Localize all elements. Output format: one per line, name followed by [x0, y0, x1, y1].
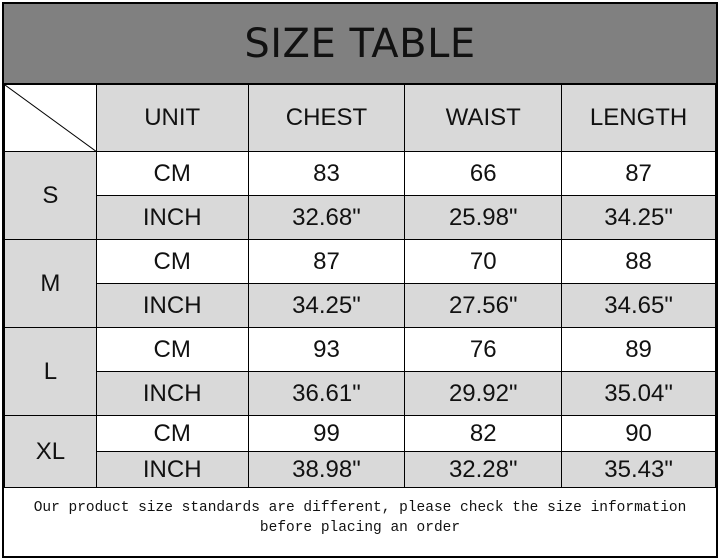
unit-cell: CM	[95, 415, 249, 452]
diagonal-line	[5, 85, 97, 152]
value-cell: 87	[247, 239, 406, 284]
unit-cell: CM	[95, 327, 249, 372]
value-cell: 36.61"	[247, 371, 406, 416]
value-cell: 87	[561, 151, 716, 196]
column-header: CHEST	[247, 84, 406, 152]
column-header: LENGTH	[561, 84, 716, 152]
value-cell: 32.68"	[247, 195, 406, 240]
table-row: S CM 83 66 87	[4, 151, 716, 240]
table-row: XL CM 99 82 90	[4, 415, 716, 488]
table-row: M CM 87 70 88	[4, 239, 716, 328]
value-cell: 34.25"	[247, 283, 406, 328]
value-cell: 83	[247, 151, 406, 196]
value-cell: 99	[247, 415, 406, 452]
size-note: Our product size standards are different…	[33, 500, 687, 536]
value-cell: 89	[561, 327, 716, 372]
value-cell: 34.65"	[561, 283, 716, 328]
value-cell: 82	[404, 415, 563, 452]
value-cell: 66	[404, 151, 563, 196]
value-cell: 38.98"	[247, 451, 406, 488]
size-table: UNIT CHEST WAIST LENGTH S CM 83 66 87 INCH 32.68" 2…	[4, 84, 716, 488]
value-cell: 76	[404, 327, 563, 372]
unit-cell: INCH	[95, 451, 249, 488]
table-row: INCH 38.98" 32.28" 35.43"	[5, 451, 716, 488]
value-cell: 93	[247, 327, 406, 372]
size-label: M	[4, 239, 97, 328]
unit-cell: INCH	[95, 195, 249, 240]
table-row: INCH 34.25" 27.56" 34.65"	[5, 283, 716, 328]
header-row: UNIT CHEST WAIST LENGTH	[4, 84, 716, 152]
value-cell: 35.04"	[561, 371, 716, 416]
table-row: INCH 32.68" 25.98" 34.25"	[5, 195, 716, 240]
unit-cell: CM	[95, 151, 249, 196]
size-label: XL	[4, 415, 97, 488]
unit-cell: INCH	[95, 371, 249, 416]
value-cell: 35.43"	[561, 451, 716, 488]
value-cell: 25.98"	[404, 195, 563, 240]
value-cell: 34.25"	[561, 195, 716, 240]
column-header: WAIST	[404, 84, 563, 152]
value-cell: 32.28"	[404, 451, 563, 488]
value-cell: 29.92"	[404, 371, 563, 416]
unit-cell: CM	[95, 239, 249, 284]
value-cell: 88	[561, 239, 716, 284]
table-row: L CM 93 76 89	[4, 327, 716, 416]
value-cell: 90	[561, 415, 716, 452]
unit-cell: INCH	[95, 283, 249, 328]
page-title: SIZE TABLE	[4, 4, 716, 84]
column-header: UNIT	[95, 84, 249, 152]
size-label: S	[4, 151, 97, 240]
diagonal-corner-cell	[4, 84, 97, 152]
size-label: L	[4, 327, 97, 416]
table-row: INCH 36.61" 29.92" 35.04"	[5, 371, 716, 416]
value-cell: 70	[404, 239, 563, 284]
value-cell: 27.56"	[404, 283, 563, 328]
